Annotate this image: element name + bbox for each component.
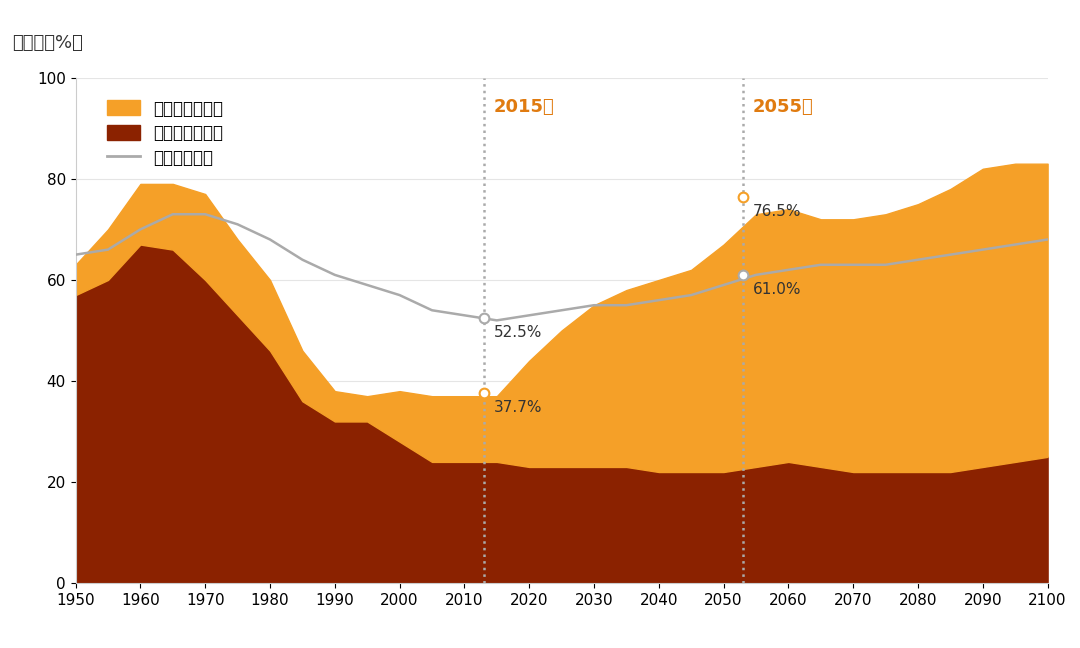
Legend: 中国老年抚养比, 中国少儿抚养比, 世界总抚养比: 中国老年抚养比, 中国少儿抚养比, 世界总抚养比 [100,93,230,174]
Text: 2015年: 2015年 [494,98,554,116]
Text: 37.7%: 37.7% [494,400,542,415]
Text: 52.5%: 52.5% [494,325,542,340]
Text: 2055年: 2055年 [753,98,813,116]
Text: 抚养比（%）: 抚养比（%） [13,34,83,52]
Text: 76.5%: 76.5% [753,204,801,219]
Text: 61.0%: 61.0% [753,283,801,297]
